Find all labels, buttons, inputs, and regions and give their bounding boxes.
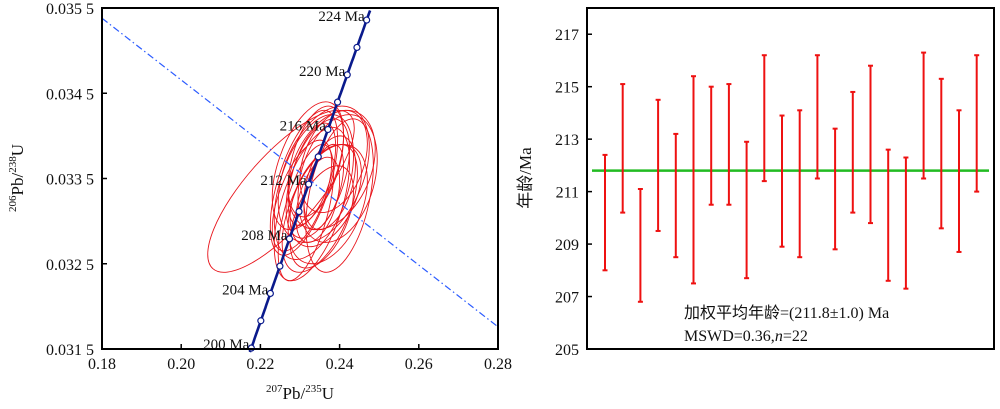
error-bar (602, 153, 608, 272)
analysis-ellipse (289, 165, 354, 269)
concordia-label-group: 200 Ma 204 Ma 208 Ma 212 Ma 216 Ma 220 Ma 224 … (203, 9, 365, 353)
y-tick-label: 205 (555, 342, 579, 359)
y-tick-label: 0.031 5 (46, 342, 94, 359)
analysis-ellipse (305, 118, 374, 273)
left-x-axis-title: 207Pb/235U (266, 383, 334, 403)
analysis-ellipse (295, 156, 341, 243)
error-bar (974, 54, 980, 193)
concordia-age-marker (285, 235, 294, 243)
y-tick-label: 207 (555, 290, 579, 307)
analysis-ellipse (277, 143, 335, 282)
concordia-age-marker (353, 43, 361, 52)
concordia-age-marker (295, 207, 303, 216)
error-bar (637, 187, 643, 303)
right-plot-frame (586, 7, 995, 350)
error-bar (655, 98, 661, 232)
annotation-weighted-mean: 加权平均年龄=(211.8±1.0) Ma (684, 304, 889, 322)
error-bar (691, 75, 696, 285)
analysis-ellipse (299, 109, 368, 214)
ellipse-group (207, 101, 378, 282)
y-tick-label: 213 (555, 132, 579, 149)
error-bar (761, 54, 767, 183)
y-tick-label: 0.033 5 (46, 172, 94, 189)
y-tick-label: 0.035 5 (46, 1, 94, 18)
error-bar-group (602, 51, 980, 303)
y-tick-label: 0.032 5 (46, 257, 94, 274)
error-bar (708, 85, 714, 206)
error-bar (850, 90, 856, 214)
x-tick-label: 0.20 (167, 356, 195, 373)
x-tick-label: 0.26 (405, 356, 433, 373)
concordia-age-marker (276, 262, 284, 270)
error-bar (921, 51, 927, 180)
right-y-ticks: 205 207 209 211 213 215 217 (555, 27, 592, 359)
error-bar (673, 132, 679, 259)
concordia-age-label: 204 Ma (222, 282, 269, 298)
left-y-axis-title: 206Pb/238U (7, 144, 27, 212)
left-y-ticks: 0.031 5 0.032 5 0.033 5 0.034 5 0.035 5 (46, 1, 107, 359)
analysis-ellipse (271, 101, 345, 231)
error-bar (744, 140, 750, 280)
x-tick-label: 0.28 (484, 356, 512, 373)
concordia-age-label: 220 Ma (299, 64, 346, 80)
error-bar (938, 77, 944, 230)
concordia-age-label: 208 Ma (241, 228, 288, 244)
x-tick-label: 0.18 (88, 356, 116, 373)
concordia-age-marker (363, 16, 371, 24)
concordia-age-label: 224 Ma (318, 9, 365, 25)
annotation-mswd: MSWD=0.36,n=22 (684, 328, 808, 345)
error-bar (797, 109, 803, 259)
left-x-ticks: 0.18 0.20 0.22 0.24 0.26 0.28 (88, 344, 512, 373)
analysis-ellipse (287, 143, 368, 265)
concordia-age-marker (305, 180, 313, 188)
analysis-ellipse (207, 109, 355, 273)
error-bar (956, 109, 962, 253)
concordia-age-marker (257, 317, 265, 325)
x-tick-label: 0.22 (246, 356, 274, 373)
error-bar (779, 114, 785, 248)
concordia-age-marker (324, 125, 332, 134)
concordia-age-marker (314, 153, 322, 161)
error-bar (832, 127, 838, 251)
y-tick-label: 211 (556, 185, 579, 202)
error-bar (903, 156, 909, 290)
y-tick-label: 215 (555, 80, 579, 97)
concordia-age-marker (343, 71, 351, 79)
concordia-age-marker (266, 289, 274, 298)
analysis-ellipse (269, 109, 339, 256)
discordia-line (101, 17, 499, 328)
y-tick-label: 217 (555, 27, 579, 44)
analysis-ellipse (287, 105, 345, 218)
x-tick-label: 0.24 (326, 356, 354, 373)
error-bar (885, 148, 891, 282)
concordia-chart: 200 Ma 204 Ma 208 Ma 212 Ma 216 Ma 220 Ma 224 … (7, 1, 512, 403)
analysis-ellipse (281, 143, 358, 273)
error-bar (620, 83, 626, 214)
error-bar (814, 54, 820, 180)
concordia-marker-group (247, 16, 371, 352)
y-tick-label: 209 (555, 237, 579, 254)
error-bar (868, 64, 873, 225)
error-bar (726, 83, 732, 206)
concordia-age-label: 212 Ma (260, 173, 307, 189)
concordia-age-label: 216 Ma (280, 119, 327, 135)
concordia-age-label: 200 Ma (203, 337, 250, 353)
concordia-age-marker (333, 98, 342, 106)
y-tick-label: 0.034 5 (46, 86, 94, 103)
weighted-mean-chart: 205 207 209 211 213 215 217 年龄/Ma 加权平均年龄=(211.… (516, 7, 995, 359)
analysis-ellipse (297, 114, 378, 243)
right-y-axis-title: 年龄/Ma (516, 147, 535, 209)
